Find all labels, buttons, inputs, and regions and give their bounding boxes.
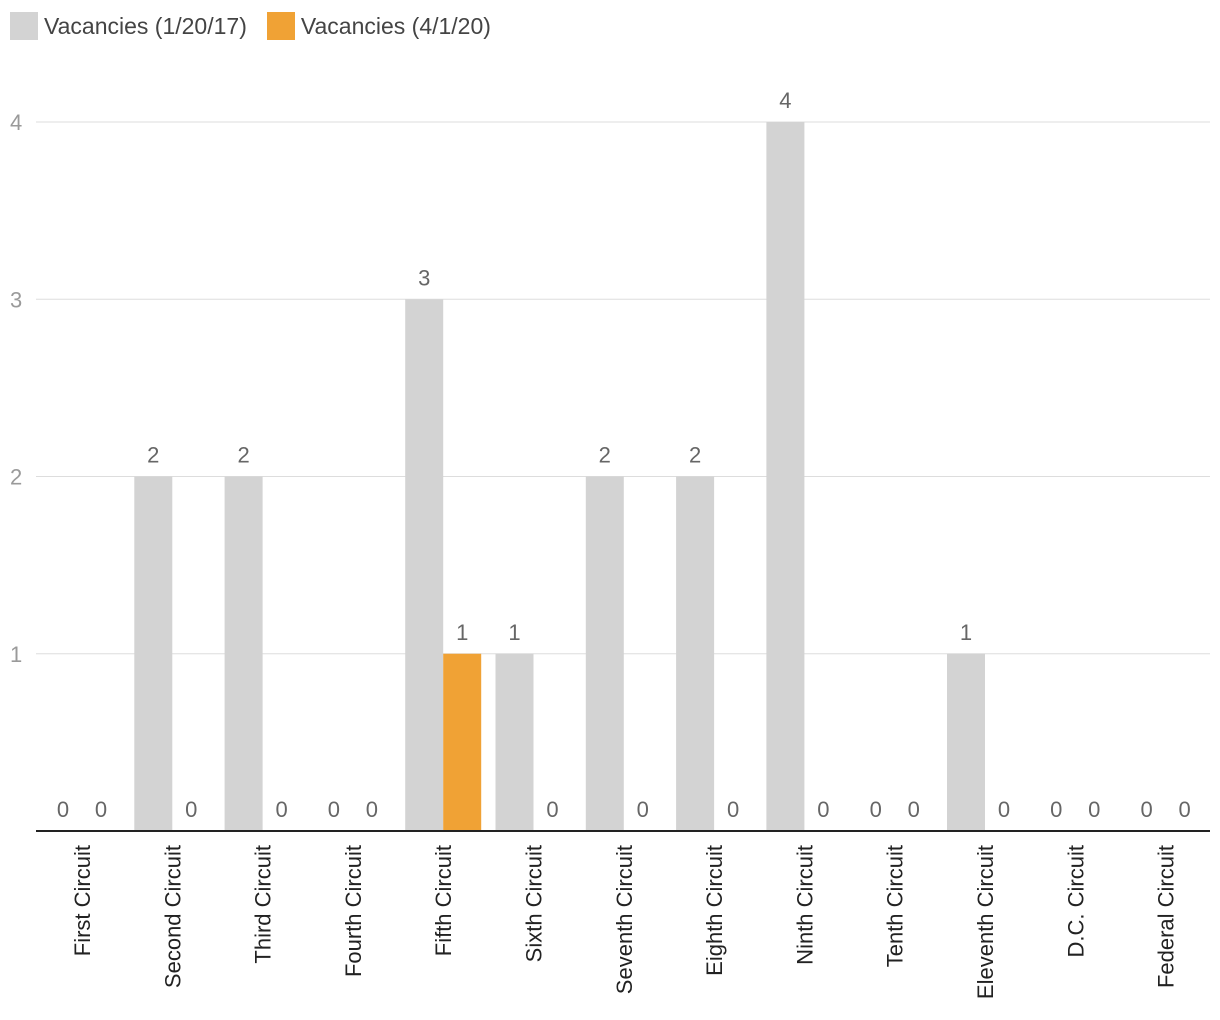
bar-series-1-1[interactable]: [134, 476, 173, 832]
legend-item-series-1[interactable]: Vacancies (1/20/17): [10, 12, 247, 40]
data-label-series-2-7: 0: [727, 797, 739, 822]
data-label-series-1-3: 0: [328, 797, 340, 822]
x-tick-label-5: Sixth Circuit: [522, 845, 547, 962]
bar-series-1-8[interactable]: [766, 122, 805, 831]
data-label-series-2-11: 0: [1088, 797, 1100, 822]
x-tick-label-3: Fourth Circuit: [341, 845, 366, 977]
data-label-series-1-8: 4: [779, 88, 791, 113]
data-label-series-1-7: 2: [689, 443, 701, 468]
y-tick-label-3: 3: [10, 287, 22, 312]
data-label-series-1-10: 1: [960, 620, 972, 645]
y-tick-label-4: 4: [10, 110, 22, 135]
data-label-series-2-4: 1: [456, 620, 468, 645]
legend-swatch-series-1: [10, 12, 38, 40]
legend: Vacancies (1/20/17) Vacancies (4/1/20): [10, 12, 491, 40]
x-tick-label-7: Eighth Circuit: [702, 845, 727, 976]
data-label-series-2-5: 0: [546, 797, 558, 822]
bar-series-2-4[interactable]: [443, 653, 482, 831]
data-label-series-2-2: 0: [275, 797, 287, 822]
y-tick-label-2: 2: [10, 465, 22, 490]
x-tick-label-1: Second Circuit: [160, 845, 185, 988]
bar-series-1-4[interactable]: [405, 299, 444, 831]
data-label-series-2-12: 0: [1178, 797, 1190, 822]
bar-series-1-6[interactable]: [585, 476, 624, 832]
data-label-series-2-8: 0: [817, 797, 829, 822]
legend-item-series-2[interactable]: Vacancies (4/1/20): [266, 12, 491, 40]
x-tick-label-10: Eleventh Circuit: [973, 845, 998, 999]
bar-series-1-10[interactable]: [947, 653, 985, 831]
data-label-series-1-5: 1: [508, 620, 520, 645]
data-label-series-2-0: 0: [95, 797, 107, 822]
data-label-series-1-11: 0: [1050, 797, 1062, 822]
bar-series-1-7[interactable]: [676, 476, 715, 832]
data-label-series-2-10: 0: [998, 797, 1010, 822]
data-label-series-1-1: 2: [147, 443, 159, 468]
data-label-series-1-4: 3: [418, 265, 430, 290]
x-tick-label-8: Ninth Circuit: [792, 845, 817, 965]
data-label-series-2-9: 0: [908, 797, 920, 822]
data-label-series-2-6: 0: [637, 797, 649, 822]
x-tick-label-4: Fifth Circuit: [431, 845, 456, 956]
data-label-series-2-3: 0: [366, 797, 378, 822]
legend-swatch-series-2: [266, 12, 295, 40]
legend-label-series-1: Vacancies (1/20/17): [44, 12, 247, 39]
y-tick-label-1: 1: [10, 642, 22, 667]
data-label-series-1-2: 2: [237, 443, 249, 468]
data-label-series-1-0: 0: [57, 797, 69, 822]
x-tick-label-6: Seventh Circuit: [612, 845, 637, 994]
data-label-series-1-9: 0: [870, 797, 882, 822]
x-tick-label-9: Tenth Circuit: [883, 845, 908, 967]
legend-label-series-2: Vacancies (4/1/20): [300, 12, 491, 39]
bar-series-1-5[interactable]: [495, 653, 534, 831]
data-label-series-1-12: 0: [1140, 797, 1152, 822]
x-tick-label-12: Federal Circuit: [1154, 845, 1179, 988]
data-label-series-1-6: 2: [599, 443, 611, 468]
data-label-series-2-1: 0: [185, 797, 197, 822]
x-tick-label-2: Third Circuit: [251, 845, 276, 964]
bar-series-1-2[interactable]: [224, 476, 263, 832]
x-tick-label-11: D.C. Circuit: [1063, 845, 1088, 957]
x-tick-label-0: First Circuit: [70, 845, 95, 956]
